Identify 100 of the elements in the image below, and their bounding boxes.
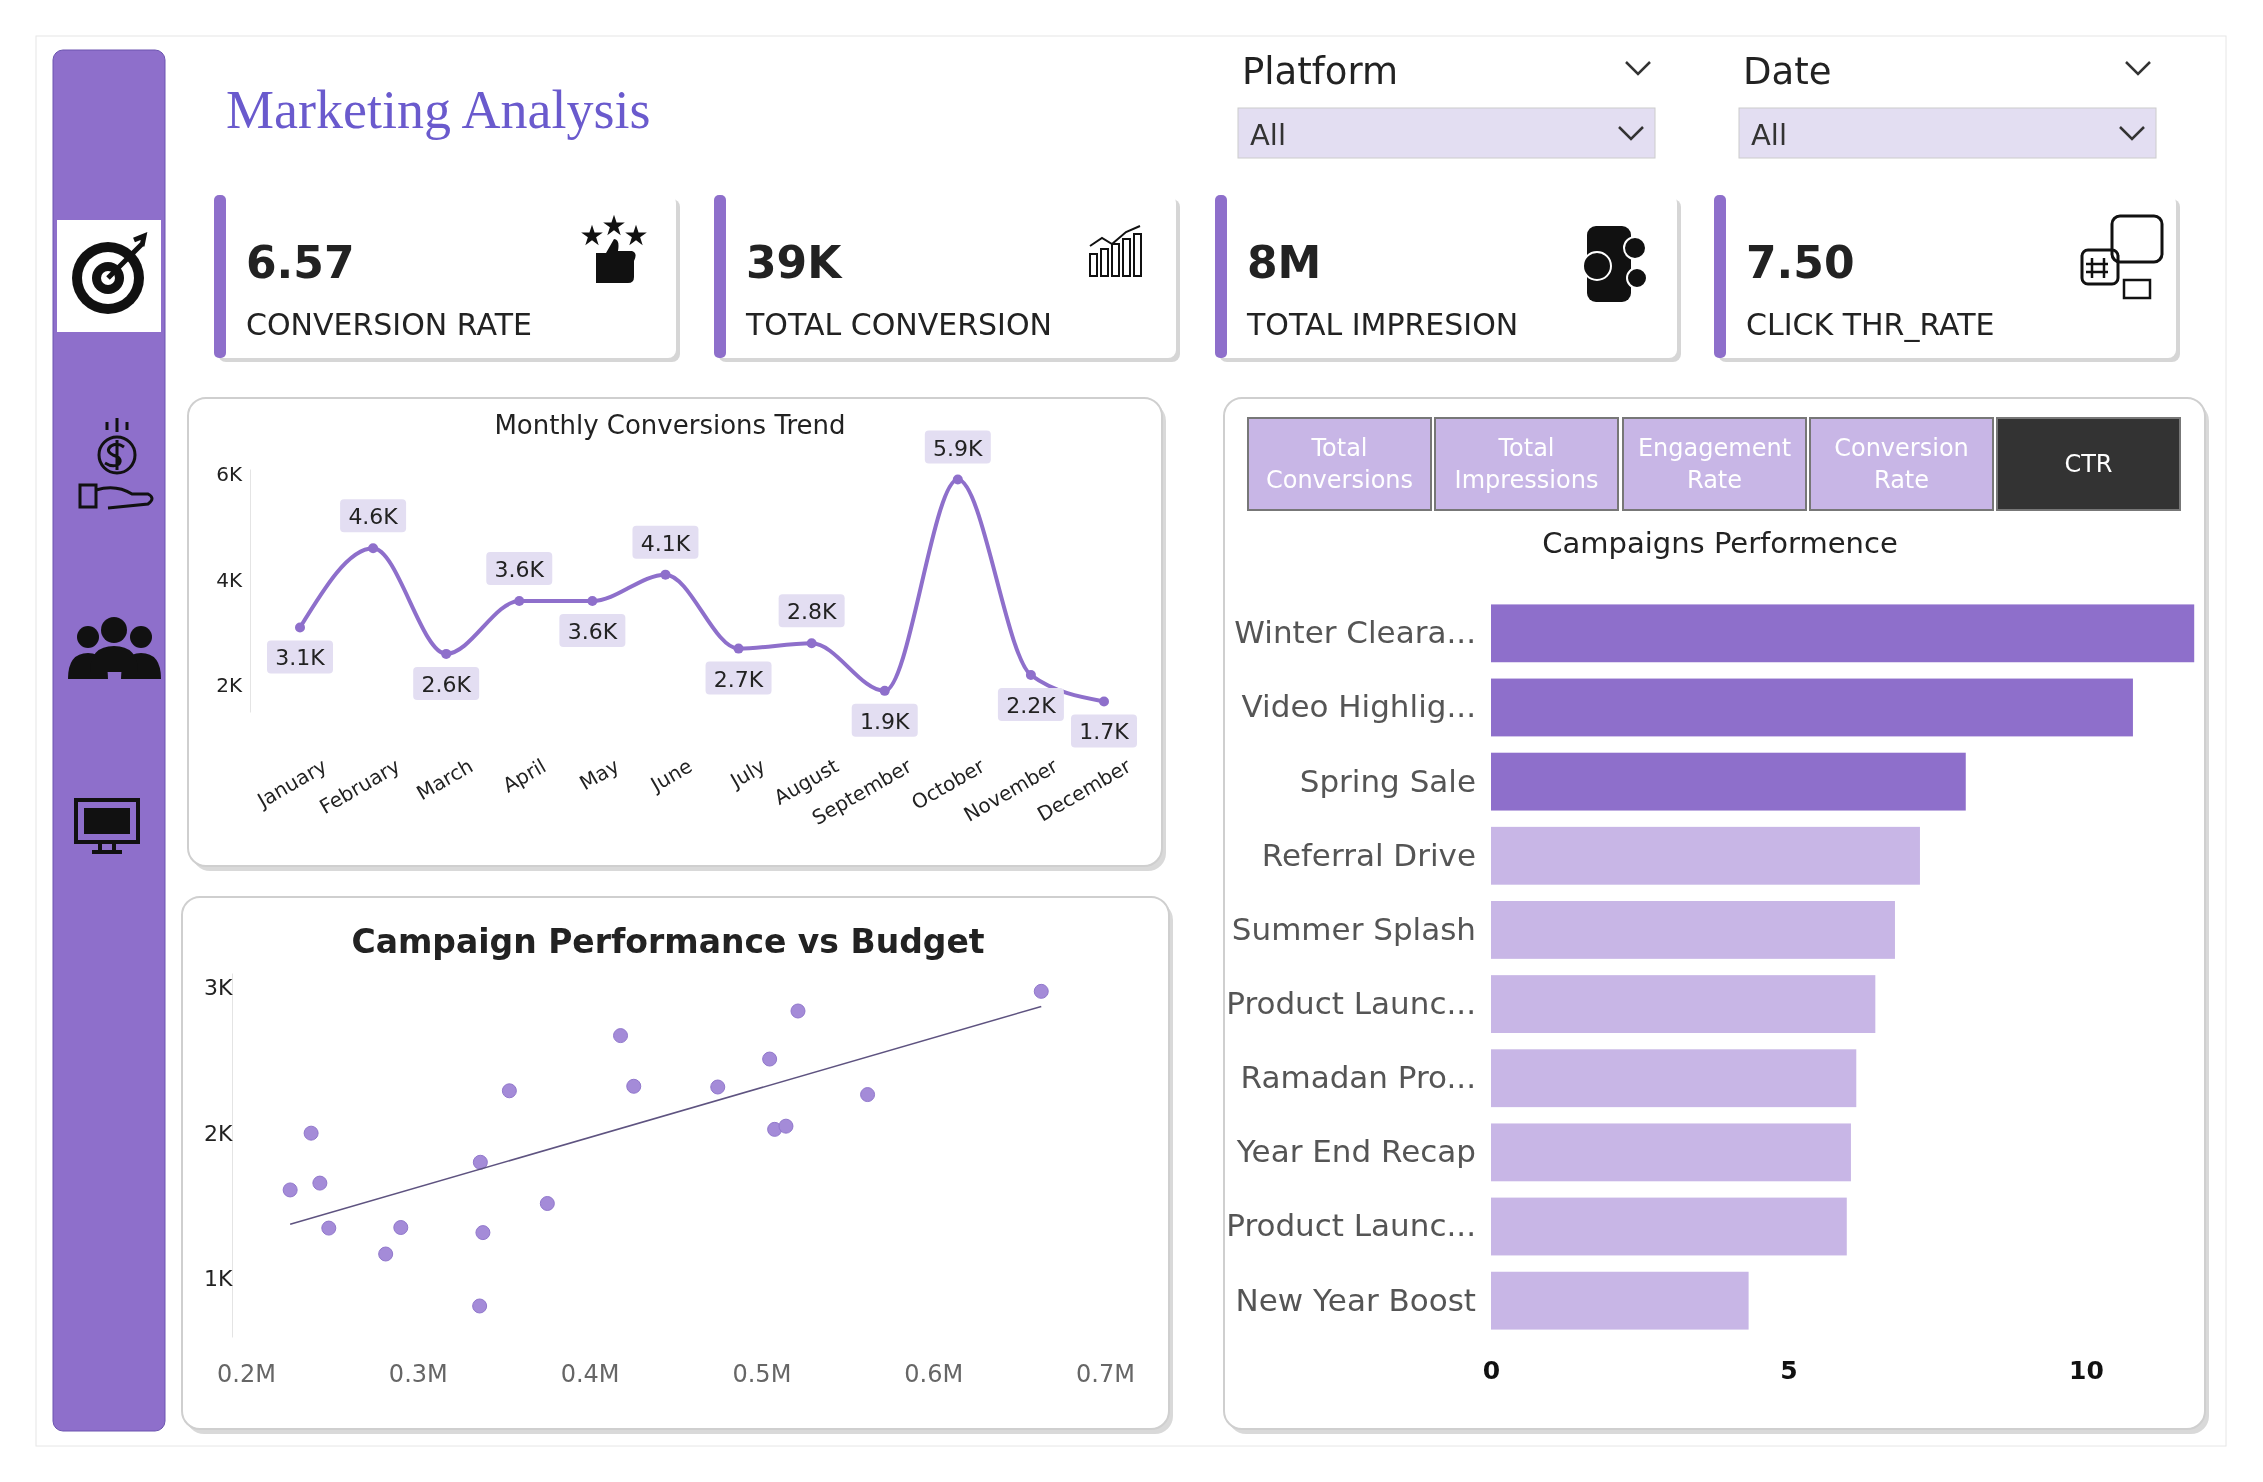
text: Platform [1242,50,1399,93]
point [710,1079,726,1095]
x-tick-label: July [724,753,770,794]
point [587,596,598,607]
category-label: CONVERSION RATE [246,307,532,342]
x-tick-label: 0.4M [560,1360,620,1389]
point [1025,670,1036,681]
y-tick-label: Spring Sale [1299,762,1476,799]
data-label: 39K [746,237,844,288]
point [393,1220,409,1236]
data-label: 2.6K [421,671,472,697]
text: Total Conversions [1265,434,1414,494]
x-tick-label: 10 [2069,1355,2104,1385]
text: Marketing Analysis [226,80,651,140]
bar [1491,1049,1857,1108]
y-tick-label: Product Launc... [1226,984,1476,1021]
point [514,596,525,607]
point [321,1220,337,1236]
text: CTR [2064,450,2113,478]
data-label: 2.7K [713,666,764,692]
data-label: 7.50 [1746,237,1855,288]
x-tick-label: 0.3M [388,1360,448,1389]
text: All [1250,118,1286,152]
y-tick-label: Year End Recap [1235,1133,1476,1170]
y-tick-label: Winter Cleara... [1234,614,1476,651]
point [312,1175,328,1191]
point [472,1298,488,1314]
y-tick-label: Video Highlig... [1241,688,1476,725]
bar [1491,901,1895,959]
text: Total Impressions [1454,434,1599,494]
data-label: 8M [1247,237,1322,288]
data-label: 3.6K [567,619,618,645]
bar [1491,604,2195,663]
x-tick-label: 0.2M [217,1360,276,1389]
bar [1491,826,1920,885]
point [441,648,452,659]
data-label: 1.7K [1079,719,1130,745]
chart-title: Campaign Performance vs Budget [351,922,985,961]
point [952,474,963,485]
bar [1491,752,1966,811]
point [295,622,305,633]
data-label: 2.8K [786,599,837,625]
text: Date [1743,50,1832,93]
data-label: 2.2K [1006,693,1057,719]
data-label: 3.1K [275,645,326,671]
data-label: 6.57 [246,237,355,288]
x-tick-label: 0.7M [1076,1360,1135,1389]
x-tick-label: 0.6M [904,1360,964,1389]
x-tick-label: 0.5M [732,1360,792,1389]
point [378,1246,394,1262]
point [1033,983,1049,999]
point [1099,696,1109,707]
text: All [1751,118,1787,152]
data-label: 1.9K [860,708,910,734]
point [613,1028,629,1044]
point [806,638,817,649]
bar [1491,975,1876,1033]
x-tick-label: May [575,753,624,796]
data-label: 4.6K [348,504,399,530]
text: Engagement Rate [1637,434,1792,494]
y-tick-label: 2K [216,673,243,698]
point [282,1182,298,1198]
y-tick-label: 4K [216,567,243,592]
bar [1491,1197,1847,1256]
data-label: 4.1K [640,530,691,556]
x-tick-label: June [644,753,697,798]
y-tick-label: Referral Drive [1261,836,1476,873]
point [879,685,890,696]
y-tick-label: Ramadan Pro... [1240,1059,1476,1096]
point [860,1087,876,1103]
point [626,1078,642,1094]
y-tick-label: 1K [204,1266,233,1292]
category-label: TOTAL IMPRESION [1246,307,1519,342]
point [501,1083,517,1099]
data-label: 5.9K [933,435,984,461]
x-tick-label: 0 [1482,1355,1501,1385]
point [472,1154,488,1170]
point [790,1003,806,1019]
y-tick-label: 6K [216,462,243,487]
y-tick-label: 2K [204,1120,233,1146]
y-tick-label: New Year Boost [1235,1281,1476,1318]
bar [1491,1123,1851,1182]
bar [1491,678,2133,737]
point [303,1125,319,1141]
category-label: CLICK THR_RATE [1746,307,1995,342]
point [368,543,379,554]
point [733,643,744,654]
point [660,569,671,580]
category-label: TOTAL CONVERSION [745,307,1052,342]
text: Conversion Rate [1834,434,1969,494]
data-label: 3.6K [494,557,545,583]
point [762,1051,778,1067]
chart-title: Campaigns Performence [1542,526,1898,560]
point [778,1118,794,1134]
chart-title: Monthly Conversions Trend [494,410,846,440]
bar [1491,1271,1749,1330]
y-tick-label: Summer Splash [1231,910,1476,947]
point [475,1225,491,1241]
x-tick-label: 5 [1780,1355,1798,1385]
point [539,1195,555,1211]
